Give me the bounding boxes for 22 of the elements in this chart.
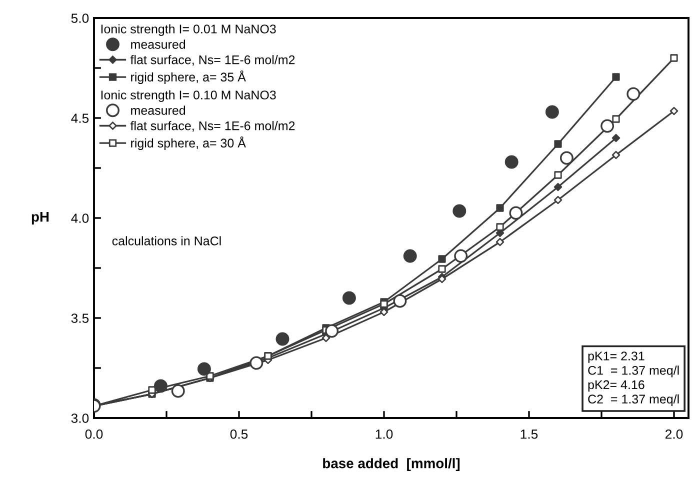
x-tick-label: 2.0: [665, 429, 683, 439]
y-tick-label: 3.5: [71, 314, 89, 323]
x-tick-label: 1.0: [376, 429, 393, 439]
annotation: calculations in NaCl: [112, 236, 221, 246]
y-tick-label: 4.0: [71, 214, 89, 223]
y-axis-title: pH: [32, 212, 49, 224]
x-tick-label: 0.5: [230, 429, 248, 439]
annotation: Ionic strength I= 0.10 M NaNO3: [101, 90, 276, 102]
legend-label: flat surface, Ns= 1E-6 mol/m2: [130, 121, 295, 132]
legend-label: rigid sphere, a= 30 Å: [131, 136, 246, 150]
x-tick-label: 0.0: [85, 429, 103, 439]
y-tick-label: 5.0: [71, 14, 89, 23]
annotation: Ionic strength I= 0.01 M NaNO3: [101, 24, 276, 36]
y-tick-label: 3.0: [71, 414, 89, 423]
legend-label: flat surface, Ns= 1E-6 mol/m2: [130, 55, 295, 66]
annotation: pK1= 2.31 C1 = 1.37 meq/l pK2= 4.16 C2 = 1.37 meq/l: [588, 352, 679, 406]
y-tick-label: 4.5: [71, 114, 89, 123]
legend-label: measured: [131, 40, 186, 49]
legend-label: measured: [131, 106, 186, 115]
legend-label: rigid sphere, a= 35 Å: [131, 70, 246, 84]
x-tick-label: 1.5: [520, 430, 538, 439]
x-axis-title: base added [mmol/l]: [323, 458, 460, 472]
